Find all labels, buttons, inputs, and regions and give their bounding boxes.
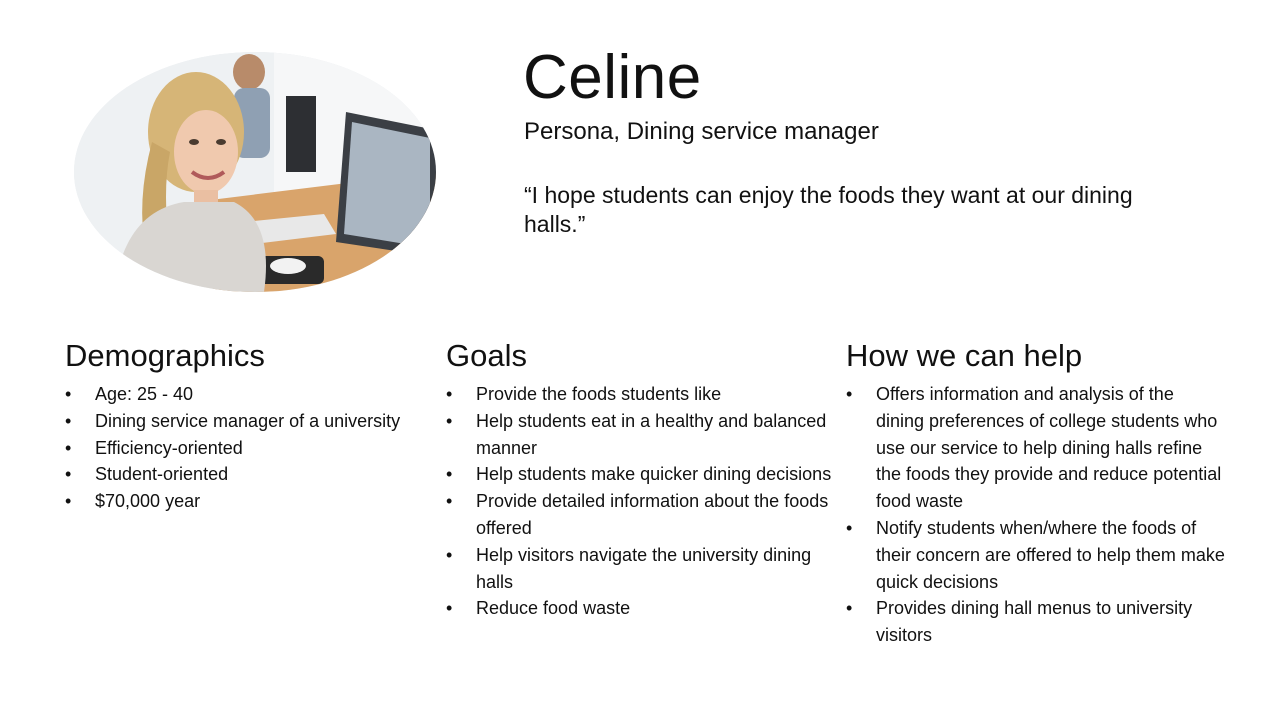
bullet: • (65, 408, 81, 435)
list-item-text: Student-oriented (95, 464, 228, 484)
list-item: • Help students make quicker dining decis… (446, 461, 836, 488)
persona-quote: “I hope students can enjoy the foods the… (524, 181, 1184, 239)
persona-name: Celine (523, 44, 702, 112)
how-we-can-help-list: • Offers information and analysis of the … (846, 381, 1226, 649)
bullet: • (446, 461, 462, 488)
how-we-can-help-title: How we can help (846, 338, 1226, 374)
goals-list: • Provide the foods students like • Help s… (446, 381, 836, 622)
bullet: • (846, 381, 862, 408)
list-item: • Offers information and analysis of the … (846, 381, 1226, 515)
bullet: • (846, 595, 862, 622)
bullet: • (65, 461, 81, 488)
demographics-title: Demographics (65, 338, 425, 374)
list-item: • $70,000 year (65, 488, 425, 515)
bullet: • (446, 408, 462, 435)
list-item-text: Notify students when/where the foods of … (876, 518, 1225, 592)
list-item: • Notify students when/where the foods of… (846, 515, 1226, 595)
list-item: • Help visitors navigate the university d… (446, 542, 836, 596)
bullet: • (446, 381, 462, 408)
persona-photo-illustration (74, 52, 436, 292)
list-item-text: Provide the foods students like (476, 384, 721, 404)
bullet: • (65, 488, 81, 515)
list-item-text: $70,000 year (95, 491, 200, 511)
list-item: • Dining service manager of a university (65, 408, 425, 435)
persona-subtitle: Persona, Dining service manager (524, 118, 879, 147)
how-we-can-help-section: How we can help • Offers information and … (846, 338, 1226, 649)
list-item: • Provide detailed information about the … (446, 488, 836, 542)
list-item-text: Help visitors navigate the university di… (476, 545, 811, 592)
list-item: • Help students eat in a healthy and bala… (446, 408, 836, 462)
bullet: • (65, 381, 81, 408)
list-item: • Age: 25 - 40 (65, 381, 425, 408)
bullet: • (446, 488, 462, 515)
bullet: • (446, 542, 462, 569)
list-item: • Provides dining hall menus to universit… (846, 595, 1226, 649)
list-item: • Reduce food waste (446, 595, 836, 622)
bullet: • (846, 515, 862, 542)
list-item-text: Provides dining hall menus to university… (876, 598, 1192, 645)
list-item: • Provide the foods students like (446, 381, 836, 408)
list-item-text: Offers information and analysis of the d… (876, 384, 1221, 511)
list-item-text: Help students make quicker dining decisi… (476, 464, 831, 484)
persona-photo (74, 52, 436, 292)
goals-section: Goals • Provide the foods students like •… (446, 338, 836, 622)
demographics-section: Demographics • Age: 25 - 40 • Dining servi… (65, 338, 425, 515)
demographics-list: • Age: 25 - 40 • Dining service manager of… (65, 381, 425, 515)
goals-title: Goals (446, 338, 836, 374)
bullet: • (446, 595, 462, 622)
list-item: • Student-oriented (65, 461, 425, 488)
list-item: • Efficiency-oriented (65, 435, 425, 462)
list-item-text: Dining service manager of a university (95, 411, 400, 431)
list-item-text: Efficiency-oriented (95, 438, 243, 458)
list-item-text: Age: 25 - 40 (95, 384, 193, 404)
bullet: • (65, 435, 81, 462)
list-item-text: Reduce food waste (476, 598, 630, 618)
list-item-text: Help students eat in a healthy and balan… (476, 411, 826, 458)
list-item-text: Provide detailed information about the f… (476, 491, 828, 538)
